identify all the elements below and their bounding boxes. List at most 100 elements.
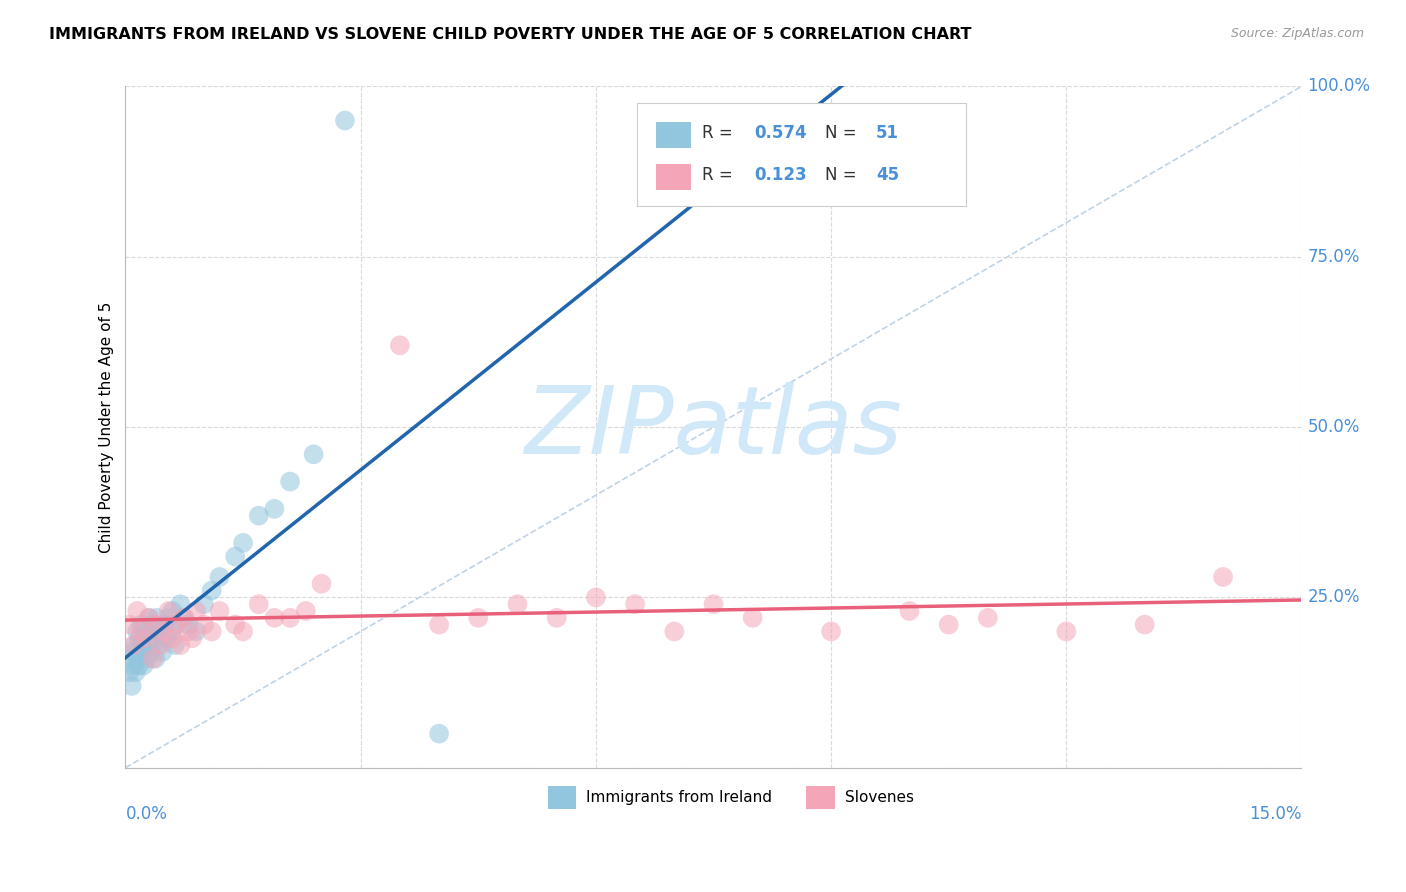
Point — [138, 611, 160, 625]
Point — [169, 638, 191, 652]
Point — [153, 617, 176, 632]
Point — [157, 604, 180, 618]
Point — [173, 611, 195, 625]
Text: IMMIGRANTS FROM IRELAND VS SLOVENE CHILD POVERTY UNDER THE AGE OF 5 CORRELATION : IMMIGRANTS FROM IRELAND VS SLOVENE CHILD… — [49, 27, 972, 42]
FancyBboxPatch shape — [637, 103, 966, 206]
Point — [121, 679, 143, 693]
Point — [898, 604, 921, 618]
Point — [333, 113, 356, 128]
Point — [201, 583, 224, 598]
Point — [208, 604, 231, 618]
Point — [118, 617, 141, 632]
Point — [977, 611, 1000, 625]
Point — [294, 604, 316, 618]
Point — [132, 658, 155, 673]
Text: 25.0%: 25.0% — [1308, 589, 1360, 607]
Point — [263, 501, 285, 516]
Point — [193, 617, 215, 632]
Point — [232, 624, 254, 639]
Point — [127, 604, 149, 618]
Point — [311, 576, 333, 591]
Point — [302, 447, 325, 461]
Point — [162, 604, 184, 618]
FancyBboxPatch shape — [655, 164, 692, 190]
Text: 15.0%: 15.0% — [1249, 805, 1302, 823]
Point — [143, 651, 166, 665]
Point — [263, 611, 285, 625]
Point — [1212, 570, 1234, 584]
Text: ZIPatlas: ZIPatlas — [524, 382, 903, 473]
Point — [129, 645, 152, 659]
Point — [138, 632, 160, 646]
Text: R =: R = — [702, 166, 738, 184]
Point — [820, 624, 842, 639]
Point — [149, 638, 172, 652]
Point — [624, 597, 647, 611]
Point — [232, 536, 254, 550]
Y-axis label: Child Poverty Under the Age of 5: Child Poverty Under the Age of 5 — [100, 301, 114, 553]
Point — [184, 624, 207, 639]
Text: Source: ZipAtlas.com: Source: ZipAtlas.com — [1230, 27, 1364, 40]
Point — [208, 570, 231, 584]
Point — [278, 611, 301, 625]
Point — [177, 617, 200, 632]
Text: 0.123: 0.123 — [755, 166, 807, 184]
Point — [146, 617, 169, 632]
Point — [193, 597, 215, 611]
Point — [128, 632, 150, 646]
Point — [155, 632, 177, 646]
Point — [157, 611, 180, 625]
Point — [153, 624, 176, 639]
Point — [546, 611, 568, 625]
Point — [224, 617, 246, 632]
Point — [506, 597, 529, 611]
Point — [118, 665, 141, 680]
Point — [127, 651, 149, 665]
Point — [124, 665, 146, 680]
Point — [128, 658, 150, 673]
Point — [129, 624, 152, 639]
Point — [129, 617, 152, 632]
Point — [181, 632, 204, 646]
Point — [427, 726, 450, 740]
Point — [143, 632, 166, 646]
Text: 0.0%: 0.0% — [125, 805, 167, 823]
Point — [142, 617, 165, 632]
Point — [141, 624, 163, 639]
Point — [122, 658, 145, 673]
Point — [224, 549, 246, 564]
Point — [122, 638, 145, 652]
Point — [741, 611, 763, 625]
Point — [132, 638, 155, 652]
Point — [139, 645, 162, 659]
Point — [160, 624, 183, 639]
Point — [120, 651, 142, 665]
Point — [134, 624, 156, 639]
FancyBboxPatch shape — [655, 122, 692, 148]
Point — [247, 508, 270, 523]
FancyBboxPatch shape — [807, 786, 835, 809]
Point — [127, 624, 149, 639]
Point — [1054, 624, 1077, 639]
Text: Slovenes: Slovenes — [845, 790, 914, 805]
Point — [702, 597, 724, 611]
Point — [177, 624, 200, 639]
Text: 0.574: 0.574 — [755, 124, 807, 142]
Point — [184, 604, 207, 618]
Point — [124, 638, 146, 652]
Point — [149, 624, 172, 639]
Text: 50.0%: 50.0% — [1308, 418, 1360, 436]
Point — [135, 651, 157, 665]
Point — [467, 611, 489, 625]
Point — [938, 617, 960, 632]
Point — [146, 611, 169, 625]
Point — [163, 638, 186, 652]
Point — [388, 338, 411, 352]
Point — [162, 632, 184, 646]
Text: 51: 51 — [876, 124, 898, 142]
Point — [136, 638, 159, 652]
Point — [122, 645, 145, 659]
Point — [148, 638, 170, 652]
Point — [138, 611, 160, 625]
Point — [150, 645, 173, 659]
